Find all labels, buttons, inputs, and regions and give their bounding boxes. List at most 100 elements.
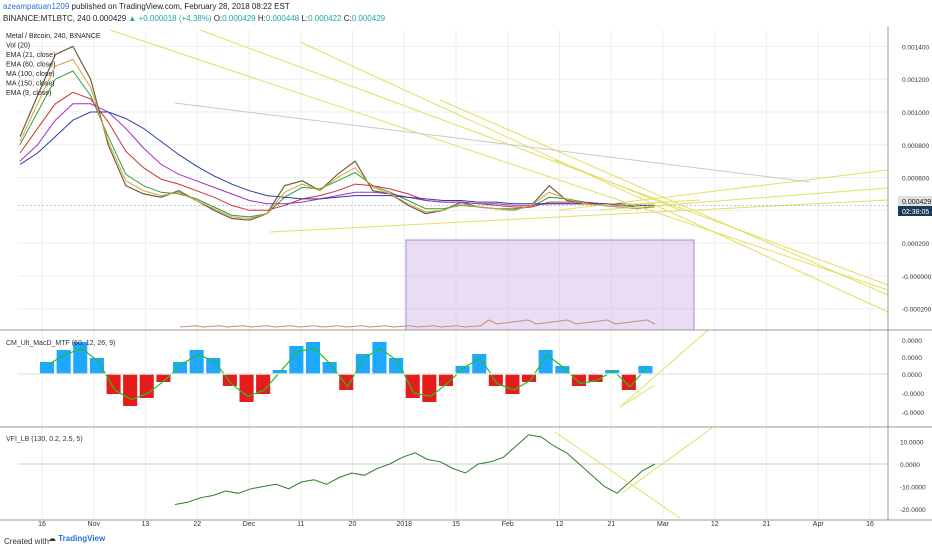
- x-tick-label: Feb: [502, 521, 514, 528]
- macd-bar: [123, 374, 138, 406]
- x-tick-label: 21: [763, 521, 771, 528]
- chart-background: [0, 26, 932, 530]
- macd-bar: [289, 346, 304, 374]
- macd-bar: [339, 374, 354, 390]
- chart-canvas[interactable]: 16 Nov 13 22 Dec 11 20 2018 15 Feb 12 21 Mar 12 21 Apr 1…: [0, 26, 932, 530]
- high-value: 0.000448: [265, 14, 300, 23]
- legend-entry: EMA (21, close): [6, 52, 55, 59]
- macd-bar: [405, 374, 420, 398]
- macd-signal-line: [47, 347, 648, 401]
- y-tick-label: 0.000800: [902, 143, 929, 150]
- macd-bar: [438, 374, 453, 386]
- vfi-y-tick-label: 10.0000: [900, 440, 924, 447]
- chart-header: azeampatuan1209 published on TradingView…: [0, 0, 932, 26]
- macd-y-tick-label: -0.0000: [902, 391, 924, 398]
- volume-series: [179, 319, 656, 328]
- macd-bar: [621, 374, 636, 390]
- vfi-pane: [18, 427, 888, 519]
- x-tick-label: 20: [349, 521, 357, 528]
- macd-bar: [571, 374, 586, 386]
- macd-bar: [206, 358, 221, 374]
- close-value: 0.000429: [351, 14, 386, 23]
- macd-y-tick-label: 0.0000: [902, 372, 922, 379]
- published-text: published on TradingView.com, February 2…: [71, 2, 290, 11]
- x-tick-label: Apr: [813, 521, 825, 528]
- symbol-line: BINANCE:MTLBTC, 240 0.000429 ▲ +0.000018…: [3, 14, 385, 23]
- x-tick-label: Dec: [243, 521, 256, 528]
- macd-bar: [173, 362, 188, 374]
- trendline: [199, 29, 889, 286]
- macd-bar: [538, 350, 553, 374]
- macd-bar: [372, 342, 387, 374]
- legend-entry: Metal / Bitcoin, 240, BINANCE: [6, 33, 101, 40]
- x-tick-label: 2018: [396, 521, 412, 528]
- x-tick-label: 16: [866, 521, 874, 528]
- footer: Created with ☁ TradingView: [0, 530, 932, 550]
- trendline: [269, 199, 889, 233]
- macd-bar: [156, 374, 171, 382]
- macd-bar: [505, 374, 520, 394]
- macd-bar: [522, 374, 537, 382]
- macd-pane-label: CM_Ult_MacD_MTF (60, 12, 26, 9): [6, 340, 115, 347]
- x-tick-label: Mar: [657, 521, 670, 528]
- cloud-icon: ☁: [48, 534, 56, 543]
- trendline: [599, 187, 889, 211]
- macd-bar: [355, 354, 370, 374]
- series-line: [19, 111, 655, 206]
- volume-line: [179, 319, 656, 328]
- macd-bar: [239, 374, 254, 402]
- legend-entry: EMA (60, close): [6, 62, 55, 69]
- vfi-pane-label: VFI_LB (130, 0.2, 2.5, 5): [6, 436, 83, 443]
- legend-entry: EMA (9, close): [6, 90, 52, 97]
- x-tick-label: 16: [38, 521, 46, 528]
- macd-bar: [488, 374, 503, 386]
- trendline: [554, 159, 681, 211]
- macd-pane: [18, 329, 888, 408]
- y-tick-label: -0.000200: [902, 307, 932, 314]
- created-with-text: Created with: [4, 537, 49, 546]
- highlight-box: [405, 239, 695, 331]
- vfi-trendline-up: [621, 427, 713, 494]
- author-link[interactable]: azeampatuan1209: [3, 2, 70, 11]
- x-tick-label: 11: [297, 521, 304, 528]
- close-label: C:: [343, 14, 352, 23]
- x-tick-label: 21: [607, 521, 615, 528]
- legend-entry: MA (100, close): [6, 71, 55, 78]
- tradingview-logo[interactable]: ☁ TradingView: [48, 534, 105, 543]
- trendline: [299, 41, 889, 313]
- low-label: L:: [301, 14, 309, 23]
- y-tick-label: 0.001200: [902, 77, 929, 84]
- macd-bar: [455, 366, 470, 374]
- y-tick-label: -0.000000: [902, 274, 932, 281]
- vfi-y-tick-label: -10.0000: [900, 485, 926, 492]
- publisher-line: azeampatuan1209 published on TradingView…: [3, 2, 290, 11]
- x-tick-label: 13: [142, 521, 150, 528]
- y-tick-label: 0.000200: [902, 241, 929, 248]
- symbol-text: BINANCE:MTLBTC, 240: [3, 14, 91, 23]
- macd-bar: [256, 374, 271, 394]
- trendline: [109, 29, 889, 291]
- macd-bar: [189, 350, 204, 374]
- tradingview-brand: TradingView: [58, 534, 106, 543]
- last-price: 0.000429: [92, 14, 127, 23]
- macd-bar: [305, 342, 320, 374]
- macd-bar: [322, 362, 337, 374]
- vfi-y-tick-label: 0.0000: [900, 462, 920, 469]
- legend-entry: MA (150, close): [6, 81, 55, 88]
- macd-bar: [389, 358, 404, 374]
- macd-trendline: [619, 329, 709, 408]
- vfi-trendline-down: [554, 431, 681, 519]
- y-tick-label: 0.001000: [902, 110, 929, 117]
- open-value: 0.000429: [222, 14, 256, 23]
- low-value: 0.000422: [308, 14, 342, 23]
- y-tick-label: 0.000600: [902, 176, 929, 183]
- price-change: +0.000018 (+4.38%): [138, 14, 212, 23]
- series-line: [19, 45, 656, 221]
- trendline: [559, 169, 889, 211]
- x-tick-label: 12: [556, 521, 564, 528]
- x-tick-label: 15: [452, 521, 460, 528]
- macd-bar: [139, 374, 154, 398]
- macd-y-tick-label: 0.0000: [902, 355, 922, 362]
- legend: Metal / Bitcoin, 240, BINANCE Vol (20) EMA…: [6, 33, 101, 97]
- series-line: [19, 58, 656, 220]
